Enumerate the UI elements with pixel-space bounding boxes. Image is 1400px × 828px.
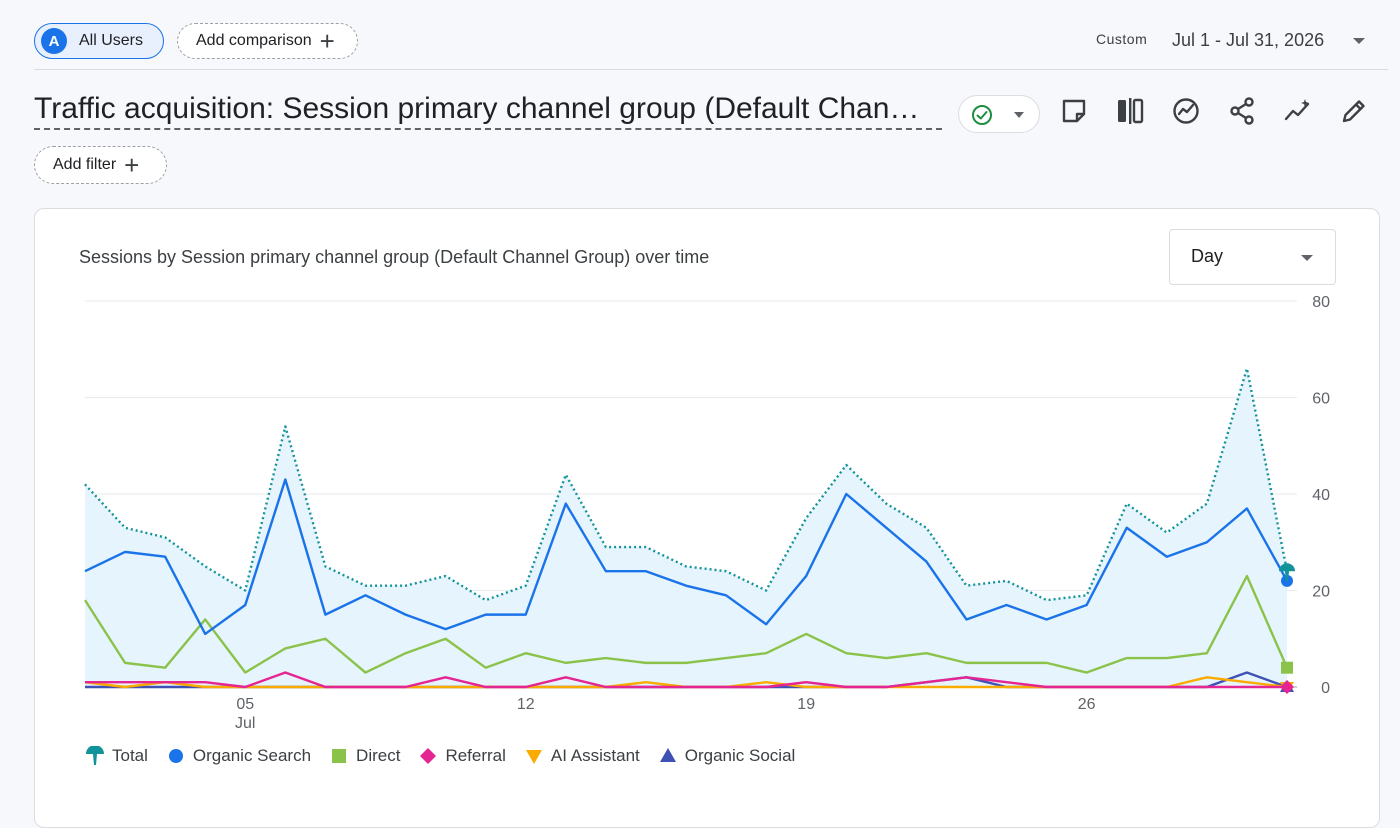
date-range-picker[interactable]: Jul 1 - Jul 31, 2026 [1172,30,1325,50]
y-tick-label: 40 [1312,487,1330,504]
x-tick-label: 05 [236,696,254,713]
legend-label: Organic Social [684,746,796,765]
legend-marker-icon [86,746,104,765]
granularity-value: Day [1191,246,1224,266]
page-title[interactable]: Traffic acquisition: Session primary cha… [34,92,942,130]
y-tick-label: 0 [1321,680,1330,697]
chart-legend: Total Organic Search Direct Referral AI Assi… [85,746,813,766]
end-marker-referral [1280,680,1294,694]
date-range-kind: Custom [1096,31,1148,47]
series-line-referral [85,671,1287,689]
legend-item-direct[interactable]: Direct [329,746,400,766]
y-tick-label: 80 [1312,294,1330,311]
segment-avatar: A [41,28,67,54]
legend-label: AI Assistant [550,746,640,765]
x-tick-label: 12 [517,696,535,713]
total-area [85,368,1287,687]
legend-label: Total [112,746,148,765]
segment-label: All Users [79,32,144,49]
check-circle-icon [972,105,992,125]
note-icon[interactable] [1059,96,1089,126]
legend-item-organic-search[interactable]: Organic Search [166,746,311,766]
legend-item-organic-social[interactable]: Organic Social [658,746,796,766]
segment-chip-all-users[interactable]: A All Users [34,23,164,59]
legend-marker [420,748,437,764]
edit-icon[interactable] [1339,96,1369,126]
divider [34,69,1388,70]
legend-marker-icon [659,748,676,762]
legend-marker [659,748,676,762]
legend-label: Referral [445,746,506,765]
add-comparison-label: Add comparison [196,32,312,49]
report-status-dropdown[interactable] [958,95,1040,133]
legend-marker [86,746,104,765]
series-line-direct [83,574,1289,674]
add-comparison-button[interactable]: Add comparison + [177,23,358,59]
granularity-select[interactable]: Day [1169,229,1336,285]
y-tick-label: 20 [1312,584,1330,601]
plus-icon: + [124,150,140,180]
x-tick-label: 26 [1078,696,1096,713]
legend-label: Organic Search [192,746,312,765]
share-icon[interactable] [1227,96,1257,126]
legend-item-referral[interactable]: Referral [418,746,506,766]
legend-marker-icon [525,750,542,764]
y-tick-label: 60 [1312,391,1330,408]
add-filter-button[interactable]: Add filter + [34,146,167,184]
x-tick-sublabel: Jul [235,715,255,732]
legend-marker [332,749,347,763]
add-filter-label: Add filter [53,156,117,173]
legend-item-ai-assistant[interactable]: AI Assistant [524,746,640,766]
legend-marker-icon [332,749,347,763]
legend-marker [168,749,183,763]
end-marker-total [1279,563,1295,582]
insights-icon[interactable] [1171,96,1201,126]
plus-icon: + [319,26,335,56]
end-marker-direct [1281,661,1293,674]
legend-item-total[interactable]: Total [85,746,148,766]
legend-marker-icon [168,749,183,763]
series-line-total [84,367,1289,602]
chart-card: Sessions by Session primary channel grou… [34,208,1380,828]
legend-label: Direct [356,746,401,765]
legend-marker-icon [420,748,437,764]
chevron-down-icon[interactable] [1353,38,1365,44]
trend-icon[interactable] [1283,96,1313,126]
series-line-organic-search [84,478,1289,636]
chart-title: Sessions by Session primary channel grou… [79,247,710,267]
sessions-line-chart: 0 20 40 60 80 05 Jul 12 19 26 [83,294,1330,732]
compare-icon[interactable] [1115,96,1145,126]
chevron-down-icon [1014,112,1024,118]
top-bar: A All Users Add comparison + Custom Jul … [0,0,1400,70]
legend-marker [525,750,542,764]
x-tick-label: 19 [797,696,815,713]
chevron-down-icon [1301,255,1313,261]
